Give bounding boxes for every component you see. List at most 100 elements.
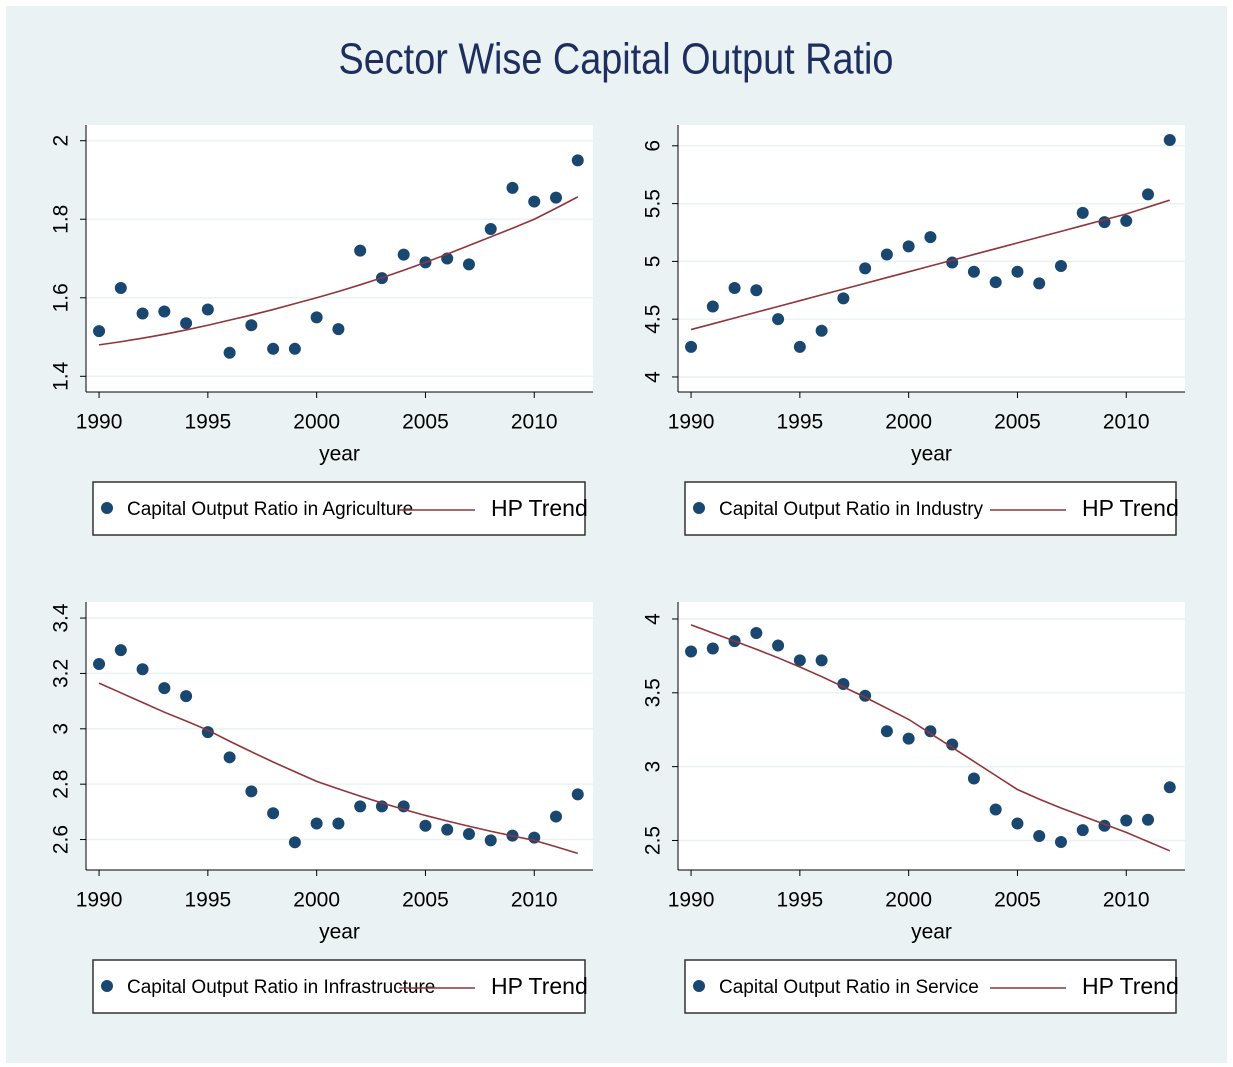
x-tick-label: 2005 <box>994 889 1041 912</box>
x-tick-label: 1990 <box>668 889 715 912</box>
scatter-point <box>114 281 127 294</box>
scatter-point <box>397 248 410 261</box>
y-tick-label: 1.6 <box>50 283 73 312</box>
scatter-point <box>837 292 850 305</box>
scatter-point <box>245 319 258 332</box>
scatter-point <box>946 738 959 751</box>
x-tick-label: 2005 <box>402 411 449 434</box>
scatter-point <box>1033 830 1046 843</box>
legend-label: Capital Output Ratio in Agriculture <box>127 499 413 520</box>
x-tick-label: 1995 <box>776 889 823 912</box>
scatter-point <box>93 658 106 671</box>
plot-area <box>678 125 1185 392</box>
y-tick-label: 2.5 <box>642 826 665 855</box>
scatter-point <box>506 181 519 194</box>
x-axis-label: year <box>319 921 360 944</box>
scatter-point <box>1163 781 1176 794</box>
scatter-point <box>332 323 345 336</box>
scatter-point <box>310 311 323 324</box>
legend-label: HP Trend <box>1082 973 1179 999</box>
y-tick-label: 6 <box>642 140 665 152</box>
y-tick-label: 4.5 <box>642 305 665 334</box>
scatter-point <box>967 265 980 278</box>
x-tick-label: 1990 <box>76 411 123 434</box>
trend-line <box>690 624 1171 852</box>
trend-line <box>98 682 579 855</box>
scatter-point <box>1033 277 1046 290</box>
scatter-point <box>815 654 828 667</box>
scatter-point <box>310 817 323 830</box>
x-tick-label: 2010 <box>511 889 558 912</box>
scatter-point <box>750 627 763 640</box>
scatter-point <box>528 195 541 208</box>
scatter-point <box>93 325 106 338</box>
legend-label: HP Trend <box>1082 495 1179 521</box>
x-tick-label: 1990 <box>76 889 123 912</box>
scatter-point <box>815 324 828 337</box>
scatter-point <box>706 642 719 655</box>
scatter-point <box>859 262 872 275</box>
y-tick-label: 3 <box>50 723 73 735</box>
x-axis-label: year <box>911 921 952 944</box>
legend-box <box>684 481 1177 536</box>
scatter-point <box>880 248 893 261</box>
scatter-point <box>902 732 915 745</box>
legend-box <box>684 959 1177 1014</box>
scatter-point <box>1011 265 1024 278</box>
legend-label: HP Trend <box>491 973 588 999</box>
scatter-point <box>136 307 149 320</box>
legend-label: Capital Output Ratio in Service <box>719 977 979 998</box>
x-tick-label: 2000 <box>885 889 932 912</box>
scatter-point <box>989 276 1002 289</box>
scatter-point <box>902 240 915 253</box>
y-tick-label: 2.8 <box>50 770 73 799</box>
scatter-point <box>1120 814 1133 827</box>
scatter-point <box>180 690 193 703</box>
scatter-point <box>1076 206 1089 219</box>
y-tick-label: 3.5 <box>642 678 665 707</box>
scatter-point <box>484 834 497 847</box>
scatter-point <box>288 342 301 355</box>
scatter-point <box>114 644 127 657</box>
y-tick-label: 2.6 <box>50 825 73 854</box>
legend-box <box>92 959 586 1014</box>
scatter-point <box>462 828 475 841</box>
scatter-point <box>706 300 719 313</box>
scatter-point <box>571 154 584 167</box>
scatter-point <box>793 654 806 667</box>
scatter-point <box>685 645 698 658</box>
scatter-point <box>180 317 193 330</box>
scatter-point <box>685 340 698 353</box>
scatter-point <box>267 807 280 820</box>
x-tick-label: 1990 <box>668 411 715 434</box>
x-tick-label: 1995 <box>184 889 231 912</box>
legend-label: Capital Output Ratio in Infrastructure <box>127 977 435 998</box>
scatter-point <box>332 817 345 830</box>
x-tick-label: 2000 <box>885 411 932 434</box>
y-tick-label: 5.5 <box>642 189 665 218</box>
x-tick-label: 2000 <box>293 889 340 912</box>
scatter-point <box>419 819 432 832</box>
scatter-point <box>245 785 258 798</box>
scatter-point <box>223 346 236 359</box>
scatter-point <box>880 725 893 738</box>
scatter-point <box>223 751 236 764</box>
scatter-point <box>1054 260 1067 273</box>
y-tick-label: 3.4 <box>50 603 73 633</box>
scatter-point <box>201 303 214 316</box>
plot-area <box>86 125 593 392</box>
x-tick-label: 2010 <box>1103 889 1150 912</box>
scatter-point <box>267 342 280 355</box>
legend-marker <box>101 980 113 992</box>
scatter-point <box>1142 188 1155 201</box>
scatter-point <box>772 639 785 652</box>
scatter-point <box>1163 134 1176 147</box>
scatter-point <box>728 281 741 294</box>
x-axis-label: year <box>319 443 360 466</box>
trend-line <box>690 199 1171 331</box>
plot-area <box>86 602 593 870</box>
scatter-point <box>1142 813 1155 826</box>
scatter-point <box>158 682 171 695</box>
